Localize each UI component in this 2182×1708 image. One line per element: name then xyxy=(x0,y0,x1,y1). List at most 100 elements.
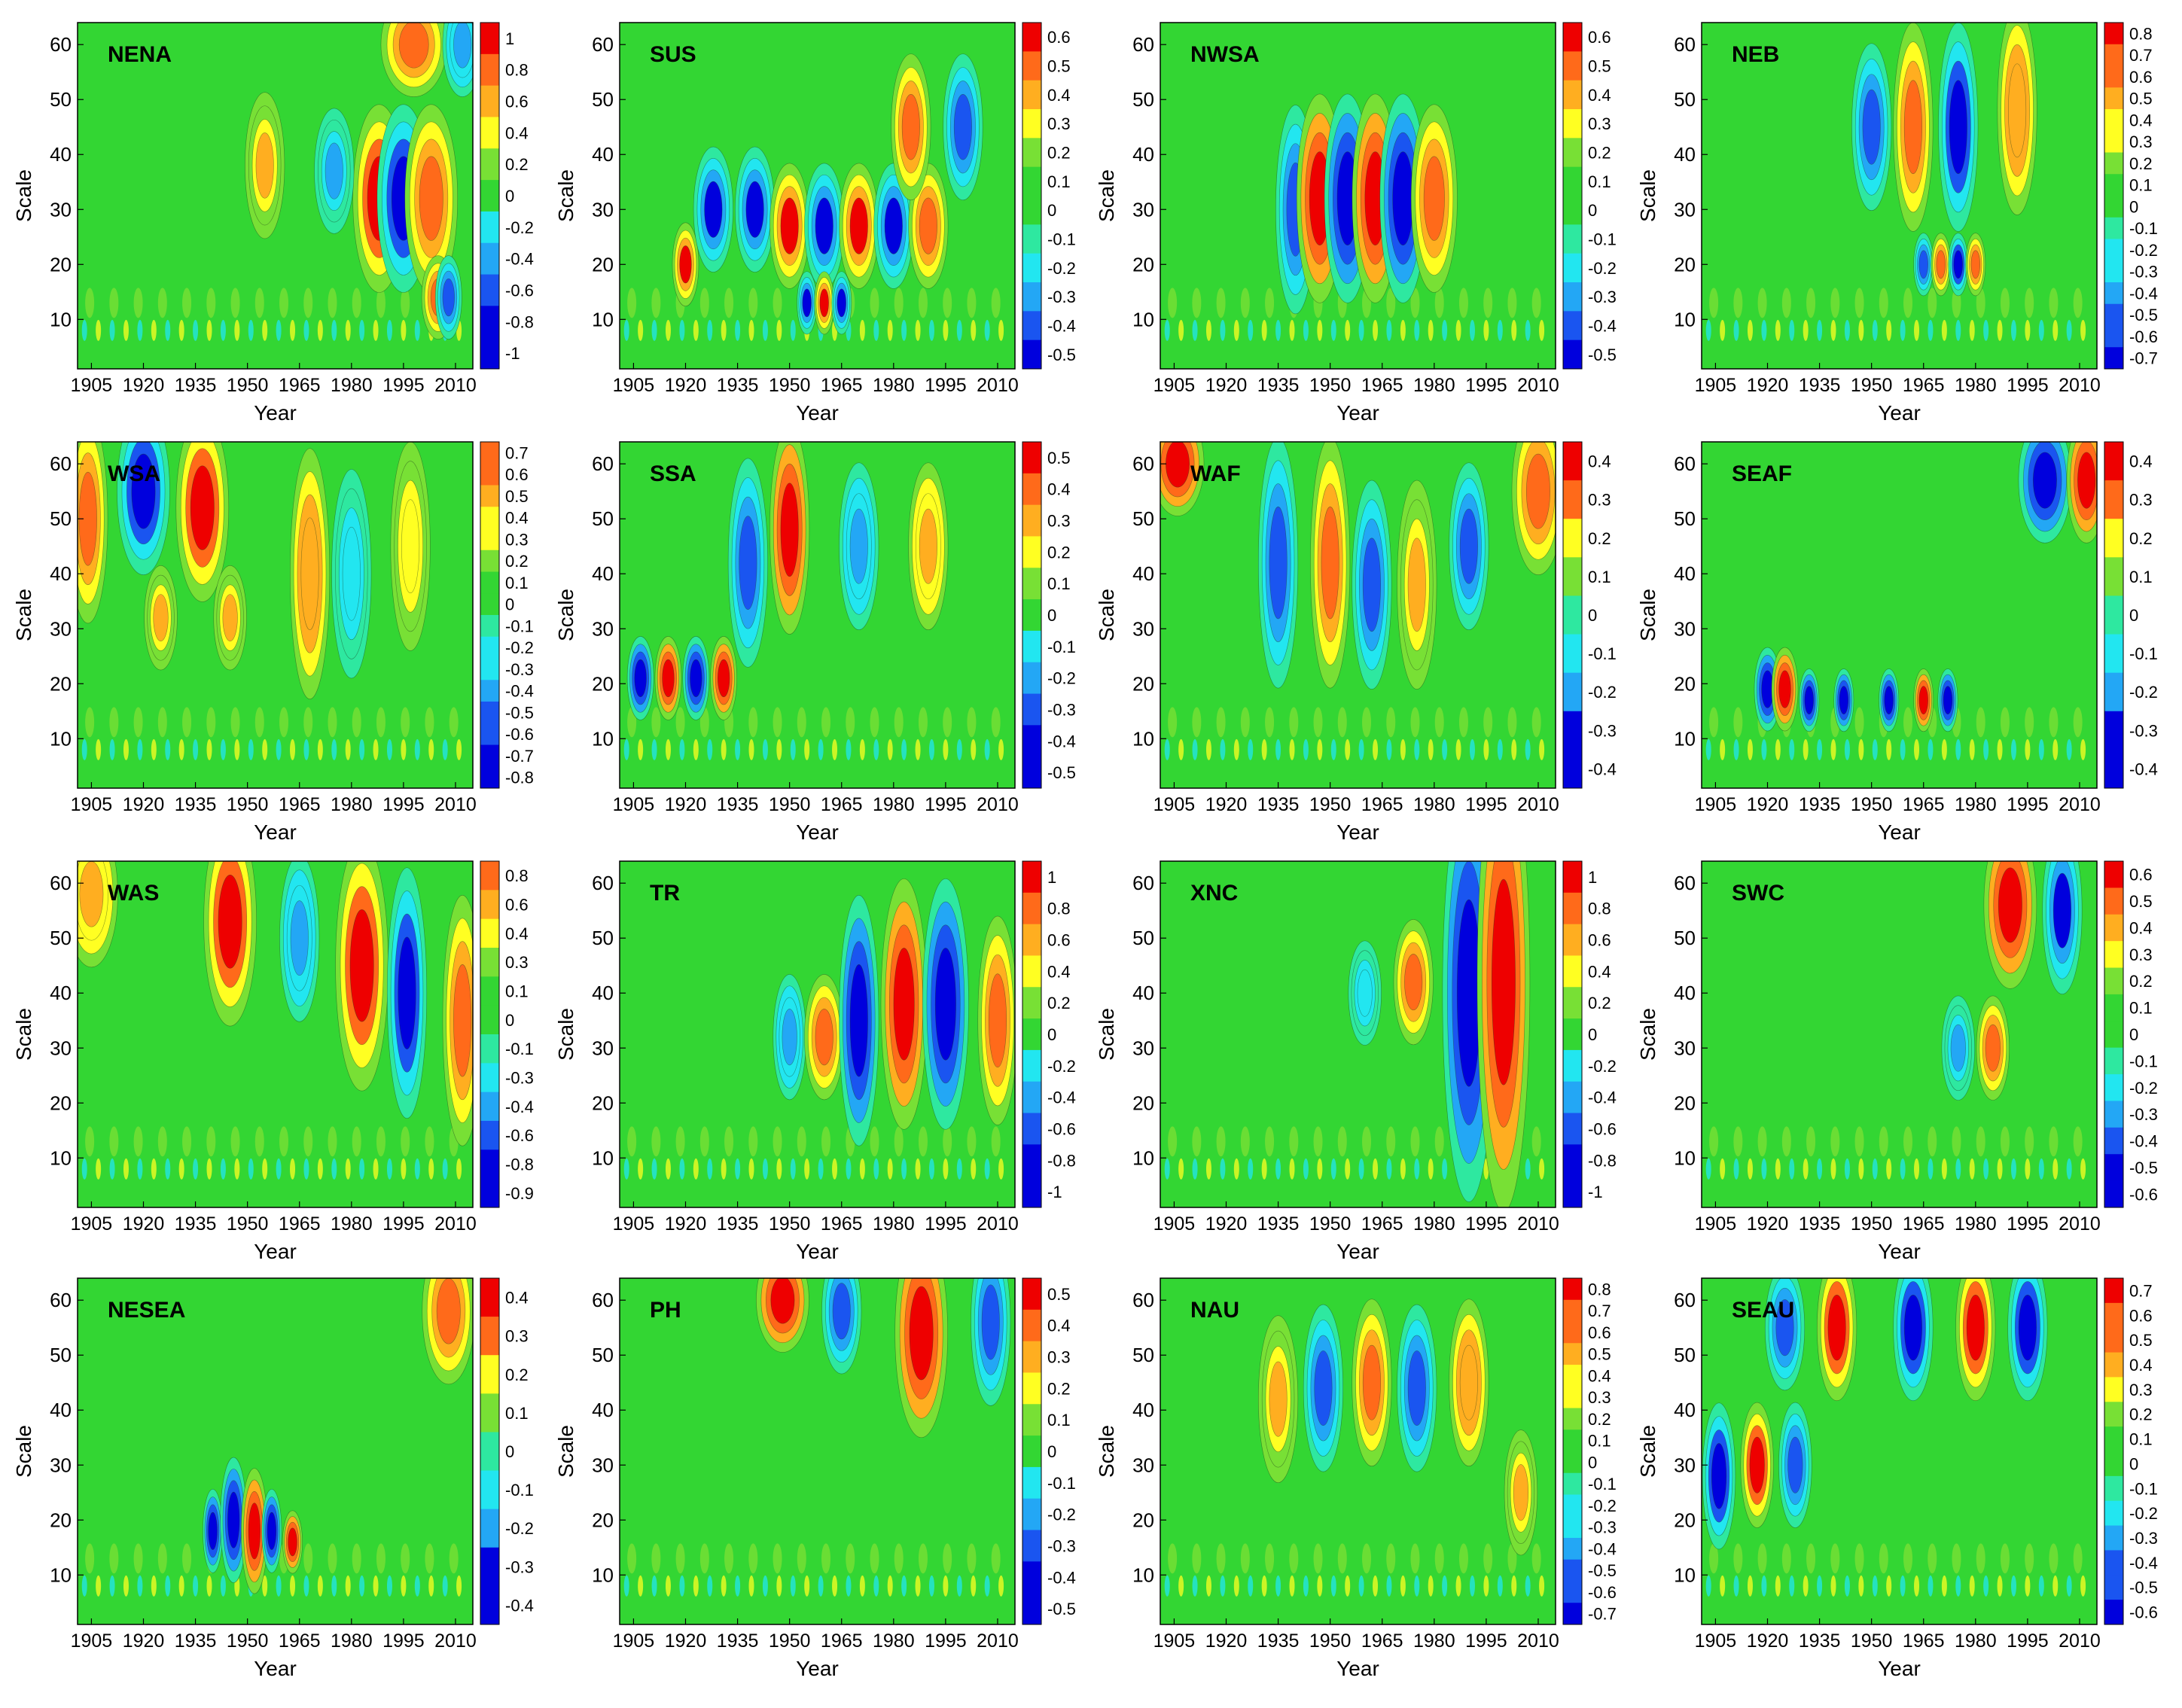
wavelet-cell xyxy=(1410,1543,1420,1574)
wavelet-cell xyxy=(1358,1575,1364,1597)
wavelet-cell xyxy=(1733,319,1739,341)
colorbar-tick-label: 0.6 xyxy=(1047,931,1071,950)
wavelet-cell xyxy=(1345,738,1351,760)
wavelet-cell xyxy=(401,1543,410,1574)
colorbar-tick-label: 1 xyxy=(505,29,514,48)
wavelet-cell xyxy=(2000,1126,2010,1157)
wavelet-cell xyxy=(1928,1126,1937,1157)
wavelet-cell xyxy=(1955,319,1961,341)
wavelet-cell xyxy=(721,319,727,341)
x-tick-label: 1950 xyxy=(1851,1213,1893,1235)
colorbar-tick-label: 0.1 xyxy=(505,1404,529,1423)
colorbar-frame xyxy=(1022,860,1042,1208)
wavelet-cell xyxy=(1164,319,1170,341)
wavelet-cell xyxy=(2025,738,2031,760)
wavelet-cell xyxy=(1781,1543,1791,1574)
wavelet-cell xyxy=(1303,1575,1309,1597)
wavelet-cell xyxy=(1400,738,1406,760)
colorbar-tick-label: 0.3 xyxy=(1588,491,1611,510)
colorbar-segment xyxy=(1563,1081,1582,1114)
colorbar-tick-label: -0.3 xyxy=(1588,288,1617,306)
wavelet-feature xyxy=(1903,80,1922,175)
wavelet-cell xyxy=(797,707,806,738)
wavelet-cell xyxy=(1483,738,1489,760)
wavelet-cell xyxy=(157,1126,167,1157)
wavelet-cell xyxy=(1830,288,1840,318)
wavelet-cell xyxy=(1531,1126,1541,1157)
wavelet-cell xyxy=(442,1575,448,1597)
wavelet-cell xyxy=(1373,1575,1379,1597)
colorbar-tick-label: -0.4 xyxy=(1047,1568,1076,1587)
wavelet-cell xyxy=(1806,288,1816,318)
colorbar-segment xyxy=(480,1432,499,1472)
colorbar-tick-label: 0 xyxy=(2129,606,2138,625)
colorbar-tick-label: 0 xyxy=(505,595,514,614)
wavelet-cell xyxy=(317,738,323,760)
wavelet-cell xyxy=(1539,1158,1545,1180)
wavelet-cell xyxy=(679,1575,685,1597)
x-tick-label: 1965 xyxy=(821,794,863,815)
wavelet-cell xyxy=(2049,1543,2059,1574)
wavelet-cell xyxy=(971,1158,977,1180)
colorbar-tick-label: -0.6 xyxy=(2129,1185,2158,1204)
wavelet-cell xyxy=(1373,738,1379,760)
colorbar-segment xyxy=(1022,196,1041,225)
wavelet-cell xyxy=(998,1158,1004,1180)
y-tick-label: 20 xyxy=(1674,253,1696,276)
x-tick-label: 2010 xyxy=(1517,375,1559,396)
wavelet-cell xyxy=(2025,1126,2034,1157)
colorbar-segment xyxy=(1563,1494,1582,1517)
wavelet-cell xyxy=(1775,1158,1781,1180)
wavelet-cell xyxy=(984,319,990,341)
panel-was: WAS 10 20 30 40 50 60 1905 1920 1935 1950 1965 1980 1… xyxy=(12,860,534,1263)
wavelet-cell xyxy=(373,1575,379,1597)
wavelet-cell xyxy=(1414,738,1420,760)
wavelet-cell xyxy=(1803,319,1809,341)
wavelet-cell xyxy=(1313,1543,1323,1574)
colorbar-tick-label: -0.4 xyxy=(2129,1554,2158,1573)
wavelet-cell xyxy=(425,707,434,738)
wavelet-cell xyxy=(797,1543,806,1574)
wavelet-cell xyxy=(1705,319,1711,341)
y-tick-label: 60 xyxy=(592,452,614,475)
wavelet-cell xyxy=(2010,1158,2016,1180)
x-tick-label: 1965 xyxy=(1903,1630,1945,1652)
colorbar-tick-label: -0.1 xyxy=(505,617,534,635)
colorbar-tick-label: 0 xyxy=(1047,606,1056,625)
wavelet-cell xyxy=(627,288,637,318)
wavelet-cell xyxy=(1761,1158,1767,1180)
wavelet-cell xyxy=(1872,1575,1878,1597)
wavelet-cell xyxy=(352,707,361,738)
wavelet-cell xyxy=(971,738,977,760)
y-tick-label: 60 xyxy=(1132,33,1154,56)
wavelet-cell xyxy=(1886,1158,1892,1180)
wavelet-cell xyxy=(1789,319,1795,341)
wavelet-cell xyxy=(1997,738,2003,760)
wavelet-cell xyxy=(1337,707,1347,738)
y-tick-label: 40 xyxy=(1132,982,1154,1004)
wavelet-feature xyxy=(1918,686,1928,715)
colorbar-segment xyxy=(1563,1343,1582,1365)
wavelet-feature xyxy=(1778,670,1791,708)
colorbar-tick-label: 1 xyxy=(1588,868,1597,887)
wavelet-cell xyxy=(96,1158,102,1180)
panel-label: WSA xyxy=(108,461,160,486)
y-tick-label: 40 xyxy=(1132,1399,1154,1421)
wavelet-cell xyxy=(206,1126,216,1157)
wavelet-cell xyxy=(220,319,226,341)
y-tick-label: 30 xyxy=(50,1454,72,1476)
x-tick-label: 2010 xyxy=(977,794,1019,815)
wavelet-cell xyxy=(290,1575,296,1597)
colorbar-tick-label: 0.3 xyxy=(2129,491,2153,510)
colorbar-tick-label: 0.7 xyxy=(2129,1281,2153,1300)
y-tick-label: 10 xyxy=(1132,1563,1154,1586)
x-tick-label: 1905 xyxy=(1153,375,1196,396)
wavelet-cell xyxy=(804,1158,810,1180)
heatmap-area xyxy=(78,442,473,788)
colorbar-segment xyxy=(2104,711,2123,750)
wavelet-cell xyxy=(2049,707,2059,738)
colorbar-tick-label: -0.6 xyxy=(505,281,534,300)
colorbar-segment xyxy=(1022,536,1041,568)
wavelet-cell xyxy=(1830,1575,1836,1597)
wavelet-cell xyxy=(254,288,264,318)
